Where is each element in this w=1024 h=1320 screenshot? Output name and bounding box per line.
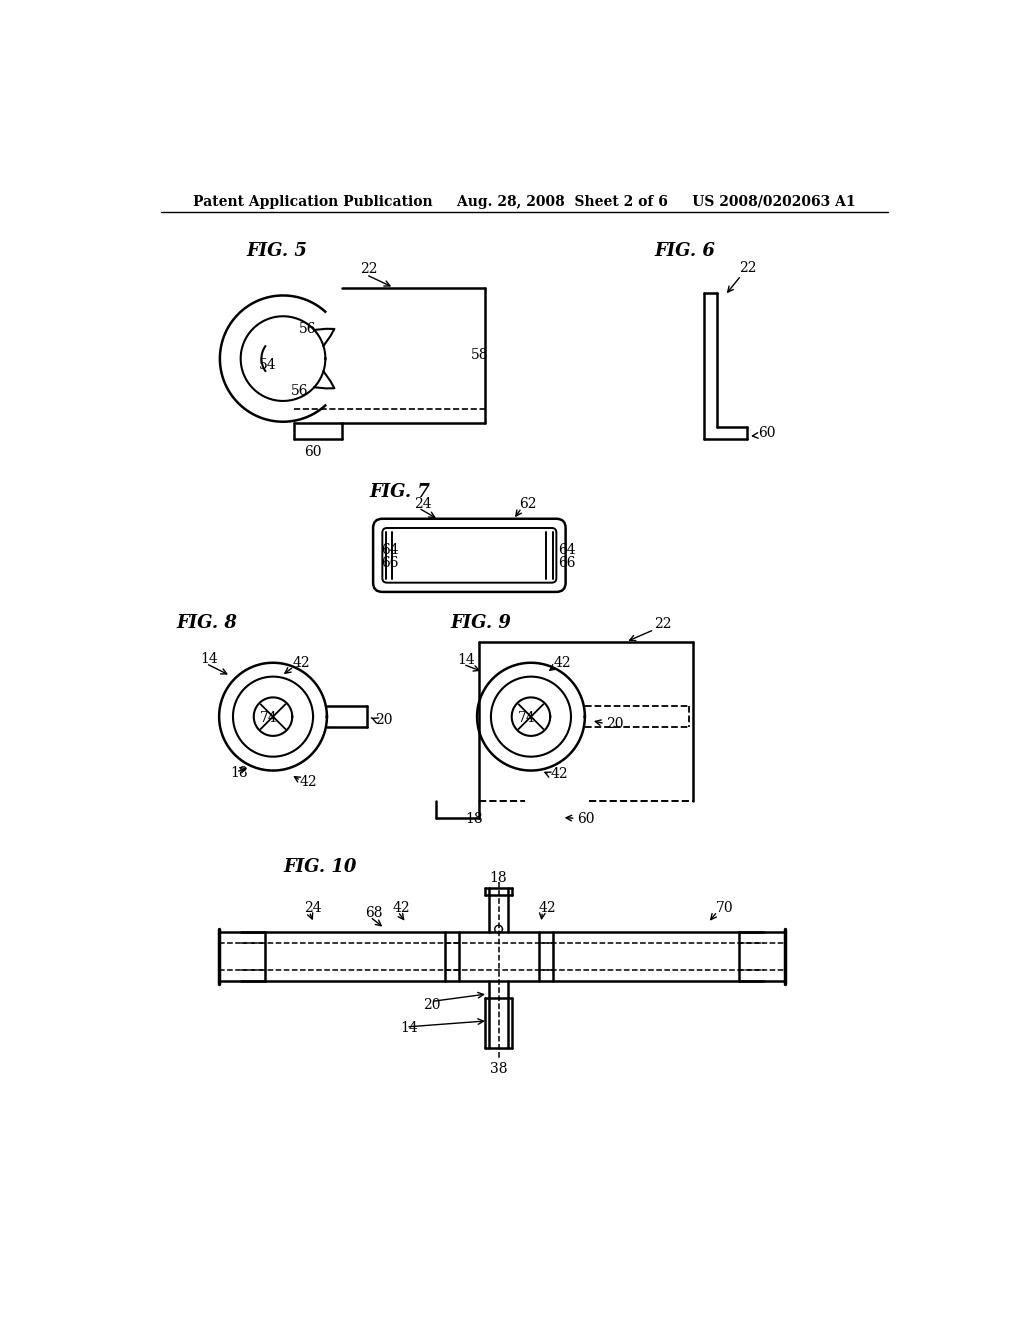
Text: 20: 20 <box>606 717 624 731</box>
Text: 70: 70 <box>716 900 733 915</box>
Text: 66: 66 <box>381 556 398 570</box>
Text: 42: 42 <box>292 656 310 669</box>
Text: 22: 22 <box>654 618 672 631</box>
Text: 60: 60 <box>304 445 322 459</box>
Text: 64: 64 <box>381 544 398 557</box>
Text: FIG. 10: FIG. 10 <box>283 858 356 875</box>
Text: 14: 14 <box>400 1022 418 1035</box>
Text: FIG. 8: FIG. 8 <box>177 614 238 632</box>
Text: 58: 58 <box>471 347 488 362</box>
Text: 42: 42 <box>539 900 556 915</box>
Text: 22: 22 <box>739 261 757 275</box>
Text: 74: 74 <box>518 711 536 725</box>
Text: 24: 24 <box>304 900 322 915</box>
Text: 74: 74 <box>260 711 279 725</box>
Text: 42: 42 <box>392 900 410 915</box>
Text: 42: 42 <box>550 767 568 781</box>
Text: 56: 56 <box>298 322 316 337</box>
Text: 62: 62 <box>519 498 537 511</box>
Text: 22: 22 <box>360 263 378 276</box>
Text: 38: 38 <box>489 1063 507 1076</box>
Text: 42: 42 <box>300 775 317 789</box>
Text: FIG. 7: FIG. 7 <box>370 483 430 500</box>
Text: 20: 20 <box>423 998 440 1012</box>
Text: 18: 18 <box>466 812 483 826</box>
FancyBboxPatch shape <box>382 528 556 582</box>
Text: 18: 18 <box>489 871 508 884</box>
FancyBboxPatch shape <box>373 519 565 591</box>
Text: 60: 60 <box>758 426 775 441</box>
Text: 14: 14 <box>457 653 475 668</box>
Text: 24: 24 <box>414 498 431 511</box>
Text: 66: 66 <box>558 556 575 570</box>
Text: Patent Application Publication     Aug. 28, 2008  Sheet 2 of 6     US 2008/02020: Patent Application Publication Aug. 28, … <box>194 195 856 210</box>
Text: 14: 14 <box>200 652 218 665</box>
Text: 42: 42 <box>554 656 571 669</box>
Text: 54: 54 <box>258 358 276 372</box>
Text: 60: 60 <box>578 812 595 826</box>
Text: 64: 64 <box>558 544 575 557</box>
Text: 56: 56 <box>291 384 308 397</box>
Text: 68: 68 <box>366 906 383 920</box>
Text: FIG. 6: FIG. 6 <box>654 242 715 260</box>
Text: FIG. 5: FIG. 5 <box>246 242 307 260</box>
Text: 18: 18 <box>230 766 248 780</box>
Text: FIG. 9: FIG. 9 <box>451 614 511 632</box>
Text: 20: 20 <box>375 713 392 727</box>
